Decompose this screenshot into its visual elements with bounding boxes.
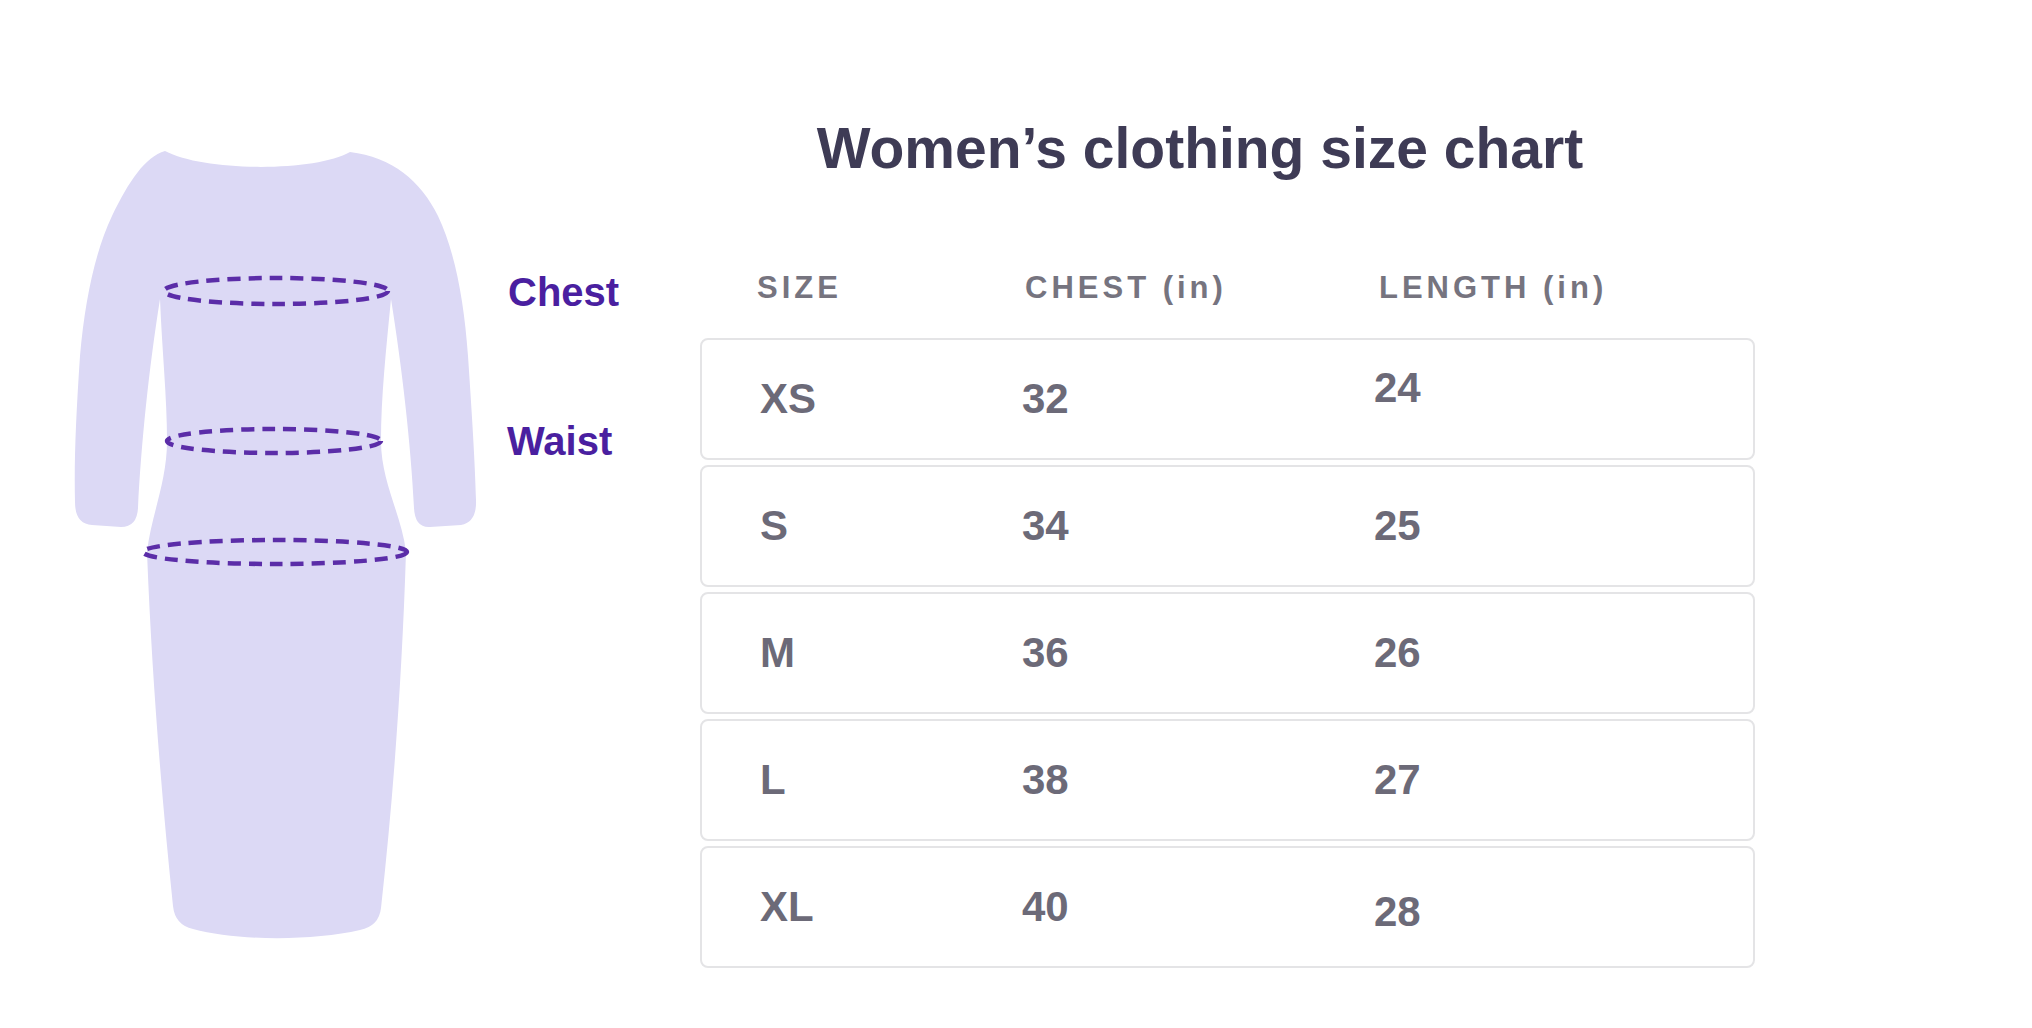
column-header-length: LENGTH (in) — [1379, 263, 1607, 313]
cell-chest: 32 — [1022, 378, 1069, 420]
table-row: XS 32 24 — [700, 338, 1755, 460]
cell-length: 25 — [1374, 505, 1421, 547]
cell-length: 24 — [1374, 367, 1421, 409]
waist-measurement-line — [167, 429, 381, 453]
column-header-size: SIZE — [757, 263, 842, 313]
hip-measurement-line — [143, 540, 407, 564]
table-row: L 38 27 — [700, 719, 1755, 841]
cell-length: 28 — [1374, 891, 1421, 933]
cell-chest: 38 — [1022, 759, 1069, 801]
waist-label: Waist — [507, 421, 612, 461]
cell-chest: 34 — [1022, 505, 1069, 547]
cell-length: 27 — [1374, 759, 1421, 801]
table-row: M 36 26 — [700, 592, 1755, 714]
cell-chest: 36 — [1022, 632, 1069, 674]
cell-size: S — [760, 505, 788, 547]
cell-size: XS — [760, 378, 816, 420]
cell-size: L — [760, 759, 786, 801]
cell-chest: 40 — [1022, 886, 1069, 928]
cell-length: 26 — [1374, 632, 1421, 674]
page-title: Women’s clothing size chart — [700, 116, 1700, 182]
column-header-chest: CHEST (in) — [1025, 263, 1227, 313]
cell-size: XL — [760, 886, 814, 928]
size-table: XS 32 24 S 34 25 M 36 26 L 38 27 XL 40 28 — [700, 338, 1755, 973]
cell-size: M — [760, 632, 795, 674]
table-row: XL 40 28 — [700, 846, 1755, 968]
table-header-row: SIZE CHEST (in) LENGTH (in) — [0, 263, 2032, 313]
table-row: S 34 25 — [700, 465, 1755, 587]
